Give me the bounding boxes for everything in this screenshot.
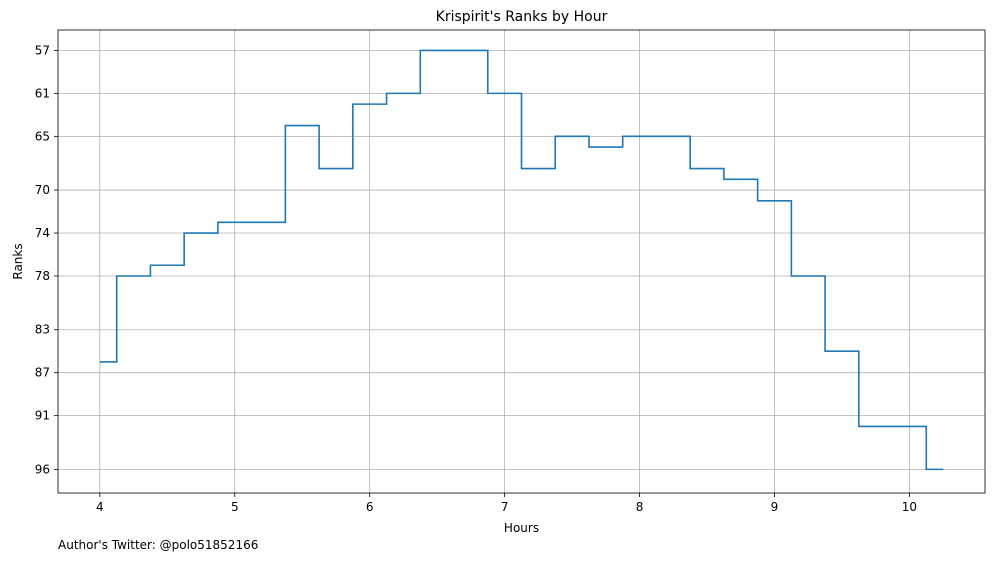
y-tick-label: 96 xyxy=(35,462,50,476)
y-axis-label: Ranks xyxy=(11,243,25,279)
x-tick-label: 7 xyxy=(501,500,509,514)
y-tick-label: 74 xyxy=(35,226,50,240)
y-tick-label: 87 xyxy=(35,366,50,380)
x-tick-label: 9 xyxy=(771,500,779,514)
x-axis-ticks: 4 5 6 7 8 9 10 xyxy=(96,493,917,514)
y-axis-ticks: 57 61 65 70 74 78 83 87 91 96 xyxy=(35,43,58,476)
x-tick-label: 4 xyxy=(96,500,104,514)
y-tick-label: 78 xyxy=(35,269,50,283)
axes-frame xyxy=(57,29,986,494)
x-tick-label: 8 xyxy=(636,500,644,514)
y-tick-label: 83 xyxy=(35,323,50,337)
x-tick-label: 6 xyxy=(366,500,374,514)
chart-title: Krispirit's Ranks by Hour xyxy=(436,9,608,25)
y-tick-label: 65 xyxy=(35,129,50,143)
y-tick-label: 57 xyxy=(35,43,50,57)
series-0-step-line xyxy=(99,49,944,471)
series-layer xyxy=(99,49,944,471)
author-credit: Author's Twitter: @polo51852166 xyxy=(58,538,258,552)
y-tick-label: 91 xyxy=(35,409,50,423)
y-tick-label: 70 xyxy=(35,183,50,197)
x-axis-label: Hours xyxy=(504,521,539,535)
y-tick-label: 61 xyxy=(35,86,50,100)
x-tick-label: 10 xyxy=(902,500,917,514)
x-tick-label: 5 xyxy=(231,500,239,514)
